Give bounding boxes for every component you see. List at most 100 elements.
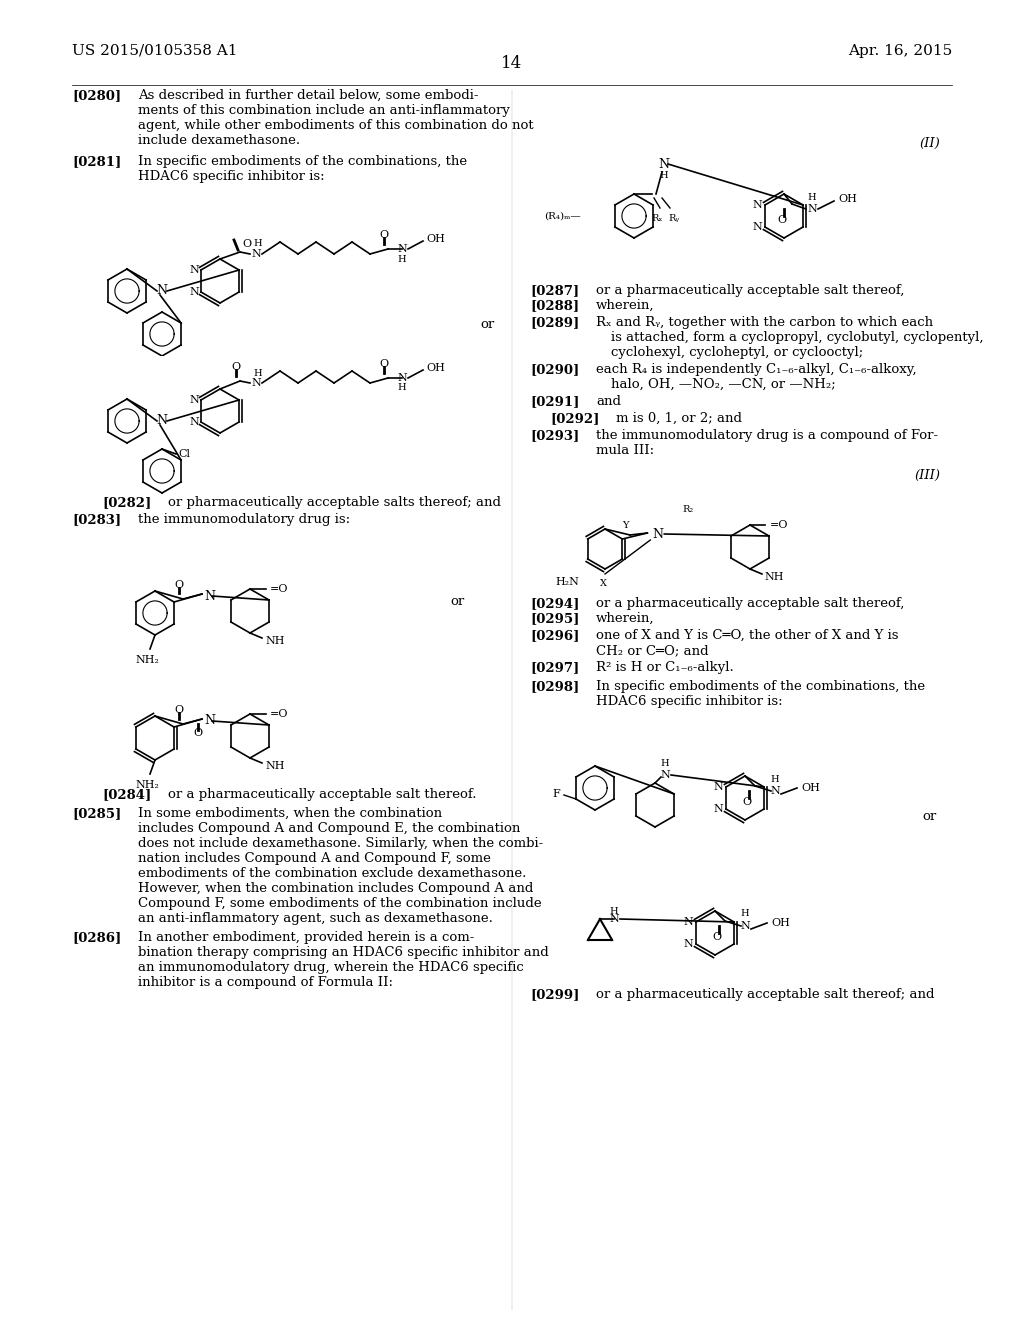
Text: N: N [683,939,693,949]
Text: or a pharmaceutically acceptable salt thereof,: or a pharmaceutically acceptable salt th… [596,597,904,610]
Text: O: O [194,729,203,738]
Text: NH: NH [265,636,285,645]
Text: each R₄ is independently C₁₋₆-alkyl, C₁₋₆-alkoxy,: each R₄ is independently C₁₋₆-alkyl, C₁₋… [596,363,916,376]
Text: ments of this combination include an anti-inflammatory: ments of this combination include an ant… [138,104,510,117]
Text: O: O [380,359,388,370]
Text: O: O [174,579,183,590]
Text: [0292]: [0292] [550,412,599,425]
Text: [0281]: [0281] [72,154,121,168]
Text: [0289]: [0289] [530,315,580,329]
Text: cyclohexyl, cycloheptyl, or cyclooctyl;: cyclohexyl, cycloheptyl, or cyclooctyl; [611,346,863,359]
Text: In some embodiments, when the combination: In some embodiments, when the combinatio… [138,807,442,820]
Text: Apr. 16, 2015: Apr. 16, 2015 [848,44,952,58]
Text: O: O [174,705,183,715]
Text: H: H [740,909,750,919]
Text: OH: OH [426,234,444,244]
Text: N: N [204,590,215,602]
Text: H: H [254,368,262,378]
Text: [0282]: [0282] [102,496,152,510]
Text: and: and [596,395,621,408]
Text: O: O [231,362,241,372]
Text: In specific embodiments of the combinations, the: In specific embodiments of the combinati… [138,154,467,168]
Text: Y: Y [622,520,629,529]
Text: R² is H or C₁₋₆-alkyl.: R² is H or C₁₋₆-alkyl. [596,661,734,675]
Text: or: or [480,318,495,331]
Text: [0299]: [0299] [530,987,580,1001]
Text: H: H [771,775,779,784]
Text: N: N [397,374,407,383]
Text: Compound F, some embodiments of the combination include: Compound F, some embodiments of the comb… [138,898,542,909]
Text: or a pharmaceutically acceptable salt thereof,: or a pharmaceutically acceptable salt th… [596,284,904,297]
Text: include dexamethasone.: include dexamethasone. [138,135,300,147]
Text: N: N [189,286,199,297]
Text: (R₄)ₘ—: (R₄)ₘ— [544,211,581,220]
Text: In another embodiment, provided herein is a com-: In another embodiment, provided herein i… [138,931,474,944]
Text: [0284]: [0284] [102,788,152,801]
Text: (III): (III) [914,469,940,482]
Text: N: N [683,917,693,927]
Text: H: H [397,384,407,392]
Text: m is 0, 1, or 2; and: m is 0, 1, or 2; and [616,412,742,425]
Text: NH: NH [265,762,285,771]
Text: [0288]: [0288] [530,300,580,312]
Text: agent, while other embodiments of this combination do not: agent, while other embodiments of this c… [138,119,534,132]
Text: N: N [740,921,750,931]
Text: Cl: Cl [178,449,190,459]
Text: OH: OH [838,194,857,205]
Text: Rᵧ: Rᵧ [669,214,680,223]
Text: embodiments of the combination exclude dexamethasone.: embodiments of the combination exclude d… [138,867,526,880]
Text: N: N [658,157,670,170]
Text: includes Compound A and Compound E, the combination: includes Compound A and Compound E, the … [138,822,520,836]
Text: O: O [777,215,786,224]
Text: O: O [713,932,722,942]
Text: US 2015/0105358 A1: US 2015/0105358 A1 [72,44,238,58]
Text: N: N [713,781,723,792]
Text: the immunomodulatory drug is:: the immunomodulatory drug is: [138,513,350,525]
Text: OH: OH [426,363,444,374]
Text: Rₓ: Rₓ [651,214,663,223]
Text: bination therapy comprising an HDAC6 specific inhibitor and: bination therapy comprising an HDAC6 spe… [138,946,549,960]
Text: wherein,: wherein, [596,612,654,624]
Text: [0296]: [0296] [530,630,580,642]
Text: the immunomodulatory drug is a compound of For-: the immunomodulatory drug is a compound … [596,429,938,442]
Text: 14: 14 [502,55,522,73]
Text: In specific embodiments of the combinations, the: In specific embodiments of the combinati… [596,680,925,693]
Text: N: N [770,785,780,796]
Text: H: H [254,239,262,248]
Text: H: H [609,907,618,916]
Text: O: O [380,230,388,240]
Text: =O: =O [770,520,788,531]
Text: H: H [397,255,407,264]
Text: N: N [660,770,670,780]
Text: H: H [659,172,669,181]
Text: [0295]: [0295] [530,612,580,624]
Text: CH₂ or C═O; and: CH₂ or C═O; and [596,644,709,657]
Text: or a pharmaceutically acceptable salt thereof; and: or a pharmaceutically acceptable salt th… [596,987,935,1001]
Text: As described in further detail below, some embodi-: As described in further detail below, so… [138,88,478,102]
Text: inhibitor is a compound of Formula II:: inhibitor is a compound of Formula II: [138,975,393,989]
Text: N: N [251,249,261,259]
Text: H: H [660,759,670,767]
Text: =O: =O [270,583,289,594]
Text: N: N [189,395,199,405]
Text: [0287]: [0287] [530,284,580,297]
Text: OH: OH [771,917,790,928]
Text: [0283]: [0283] [72,513,121,525]
Text: [0291]: [0291] [530,395,580,408]
Text: N: N [189,265,199,275]
Text: F: F [552,789,560,799]
Text: N: N [157,414,168,428]
Text: or a pharmaceutically acceptable salt thereof.: or a pharmaceutically acceptable salt th… [168,788,476,801]
Text: N: N [652,528,664,540]
Text: N: N [609,913,618,924]
Text: NH₂: NH₂ [135,655,159,665]
Text: is attached, form a cyclopropyl, cyclobutyl, cyclopentyl,: is attached, form a cyclopropyl, cyclobu… [611,331,983,345]
Text: does not include dexamethasone. Similarly, when the combi-: does not include dexamethasone. Similarl… [138,837,544,850]
Text: O: O [242,239,251,249]
Text: HDAC6 specific inhibitor is:: HDAC6 specific inhibitor is: [596,696,782,708]
Text: [0290]: [0290] [530,363,580,376]
Text: N: N [204,714,215,727]
Text: H₂N: H₂N [555,577,579,587]
Text: [0293]: [0293] [530,429,580,442]
Text: HDAC6 specific inhibitor is:: HDAC6 specific inhibitor is: [138,170,325,183]
